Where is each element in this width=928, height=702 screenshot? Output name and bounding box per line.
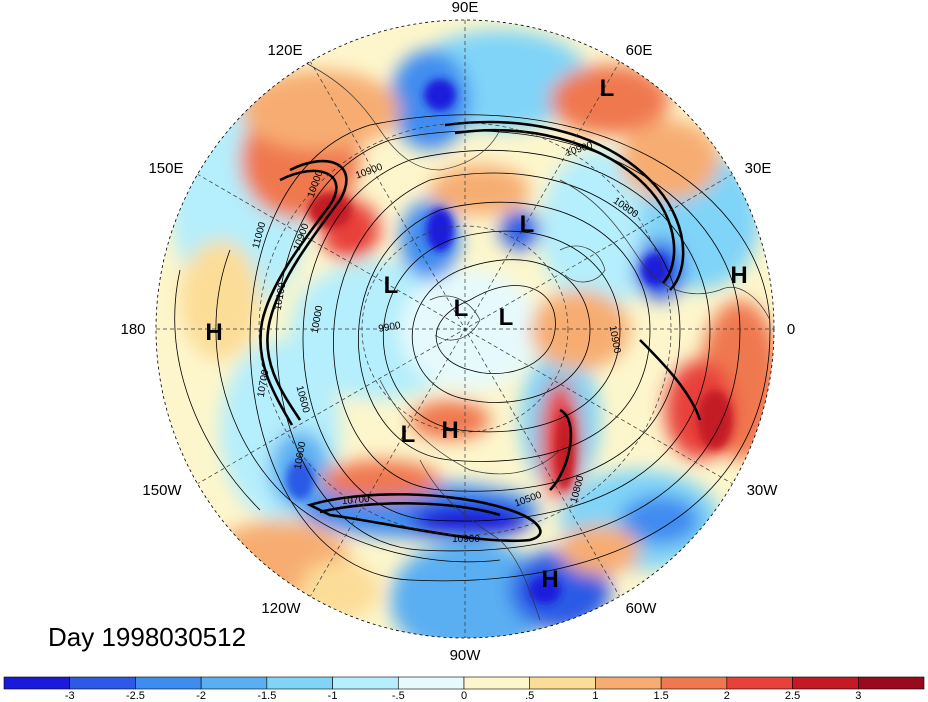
low-center-marker: L	[401, 421, 416, 448]
colorbar: -3 -2.5 -2 -1.5 -1 -.5 0 .5 1 1.5 2 2.5 3	[3, 676, 925, 702]
high-center-marker: H	[730, 262, 747, 289]
colorbar-swatch	[463, 676, 531, 690]
low-center-marker: L	[384, 272, 399, 299]
low-center-marker: L	[499, 304, 514, 331]
jet-america	[306, 493, 542, 543]
map-boundary	[155, 19, 775, 639]
contour-label: 10900	[452, 534, 480, 545]
graticule	[156, 20, 774, 638]
contour-label: 9900	[378, 320, 402, 335]
colorbar-tick-label: -3	[65, 690, 75, 702]
high-center-marker: H	[441, 417, 458, 444]
low-center-marker: L	[520, 211, 535, 238]
colorbar-tick-label: 1	[592, 690, 598, 702]
colorbar-tick-label: -2	[196, 690, 206, 702]
lon-label-150e: 150E	[148, 160, 183, 177]
jet-asia	[444, 120, 685, 291]
colorbar-swatch	[660, 676, 728, 690]
lon-label-180: 180	[120, 321, 145, 338]
colorbar-swatch	[726, 676, 793, 690]
colorbar-tick-label: -1	[328, 690, 338, 702]
contour-label: 10900	[607, 325, 623, 355]
contour-label: 10100	[273, 281, 289, 311]
colorbar-swatch	[135, 676, 202, 690]
coastlines	[299, 59, 771, 621]
lon-label-120w: 120W	[261, 600, 301, 617]
contour-label: 10000	[310, 304, 326, 334]
contour-label: 10700	[341, 494, 370, 507]
low-center-marker: L	[454, 295, 469, 322]
lon-label-30e: 30E	[745, 160, 772, 177]
height-contours	[174, 114, 771, 582]
colorbar-swatch	[200, 676, 268, 690]
colorbar-tick-label: 2.5	[785, 690, 800, 702]
colorbar-swatch	[529, 676, 596, 690]
colorbar-tick-label: 2	[724, 690, 730, 702]
lon-label-0: 0	[787, 321, 795, 338]
colorbar-tick-label: -2.5	[126, 690, 145, 702]
colorbar-tick-label: -1.5	[257, 690, 276, 702]
colorbar-swatch	[332, 676, 399, 690]
lon-label-30w: 30W	[747, 482, 779, 499]
lon-label-60e: 60E	[626, 42, 653, 59]
colorbar-tick-label: .5	[525, 690, 534, 702]
colorbar-swatch	[792, 676, 859, 690]
colorbar-swatch	[857, 676, 925, 690]
colorbar-tick-label: 0	[461, 690, 467, 702]
colorbar-swatch	[69, 676, 136, 690]
colorbar-tick-label: -.5	[392, 690, 405, 702]
colorbar-tick-label: 1.5	[653, 690, 668, 702]
longitude-labels: 90E 60E 30E 0 30W 60W 90W 120W 150W 180 …	[120, 0, 795, 664]
lon-label-60w: 60W	[626, 600, 658, 617]
date-label: Day 1998030512	[48, 622, 246, 652]
colorbar-swatch	[595, 676, 662, 690]
lon-label-150w: 150W	[142, 482, 182, 499]
low-center-marker: L	[600, 75, 615, 102]
colorbar-swatch	[3, 676, 71, 690]
contour-label: 10700	[256, 368, 272, 398]
contour-label: 10600	[293, 440, 309, 470]
colorbar-swatch	[397, 676, 465, 690]
pressure-centers: L L L L L L H H H H	[205, 75, 747, 593]
lon-label-90e: 90E	[452, 0, 479, 16]
high-center-marker: H	[205, 319, 222, 346]
high-center-marker: H	[541, 566, 558, 593]
colorbar-tick-label: 3	[855, 690, 861, 702]
lon-label-90w: 90W	[450, 647, 482, 664]
colorbar-swatch	[266, 676, 333, 690]
lon-label-120e: 120E	[267, 42, 302, 59]
